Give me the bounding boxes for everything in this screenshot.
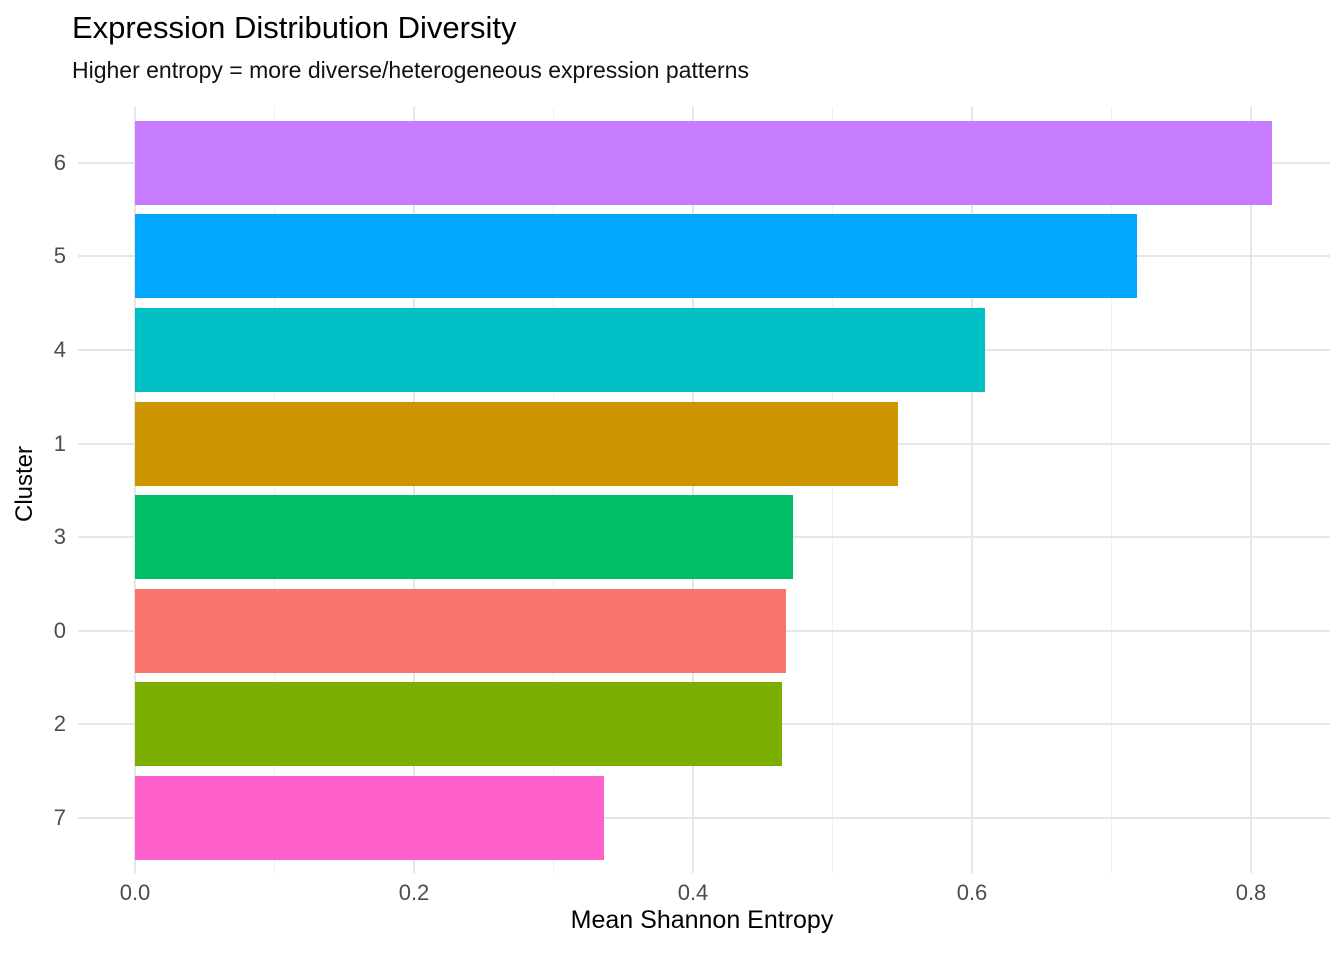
x-tick-label-0.6: 0.6 <box>956 880 988 905</box>
y-tick-label-0: 0 <box>53 617 66 643</box>
bar-cluster-1 <box>135 401 899 486</box>
grid-line-major-x-0.8 <box>1250 107 1252 873</box>
y-axis-title: Cluster <box>11 445 38 523</box>
y-tick-label-1: 1 <box>53 430 66 456</box>
x-axis-title: Mean Shannon Entropy <box>570 906 834 934</box>
y-tick-label-7: 7 <box>53 805 66 830</box>
y-tick-label-5: 5 <box>53 243 66 269</box>
bar-cluster-2 <box>135 682 783 767</box>
grid-line-major-x-0 <box>134 107 136 873</box>
plot-panel <box>78 107 1330 873</box>
bar-cluster-3 <box>135 495 794 580</box>
grid-line-major-x-0.4 <box>692 107 694 873</box>
y-tick-label-2: 2 <box>53 711 66 737</box>
chart-title: Expression Distribution Diversity <box>72 10 517 45</box>
chart-subtitle: Higher entropy = more diverse/heterogene… <box>72 57 749 83</box>
x-tick-label-0.0: 0.0 <box>119 880 151 905</box>
grid-line-minor-x-0.3 <box>553 107 554 873</box>
x-tick-label-0.4: 0.4 <box>677 880 709 905</box>
bar-cluster-6 <box>135 120 1272 205</box>
grid-line-minor-x-0.7 <box>1111 107 1112 873</box>
grid-line-major-x-0.2 <box>413 107 415 873</box>
grid-line-minor-x-0.1 <box>274 107 275 873</box>
x-tick-label-0.2: 0.2 <box>398 880 430 905</box>
bar-cluster-0 <box>135 588 787 673</box>
bar-cluster-7 <box>135 776 604 860</box>
bar-cluster-5 <box>135 214 1137 299</box>
y-tick-label-4: 4 <box>53 337 66 362</box>
x-tick-label-0.8: 0.8 <box>1235 880 1267 905</box>
grid-line-row-7 <box>78 817 1330 819</box>
y-tick-label-3: 3 <box>53 524 66 550</box>
bar-cluster-4 <box>135 308 985 392</box>
y-tick-label-6: 6 <box>53 149 66 175</box>
grid-line-major-x-0.6 <box>971 107 973 873</box>
grid-line-minor-x-0.5 <box>832 107 833 873</box>
